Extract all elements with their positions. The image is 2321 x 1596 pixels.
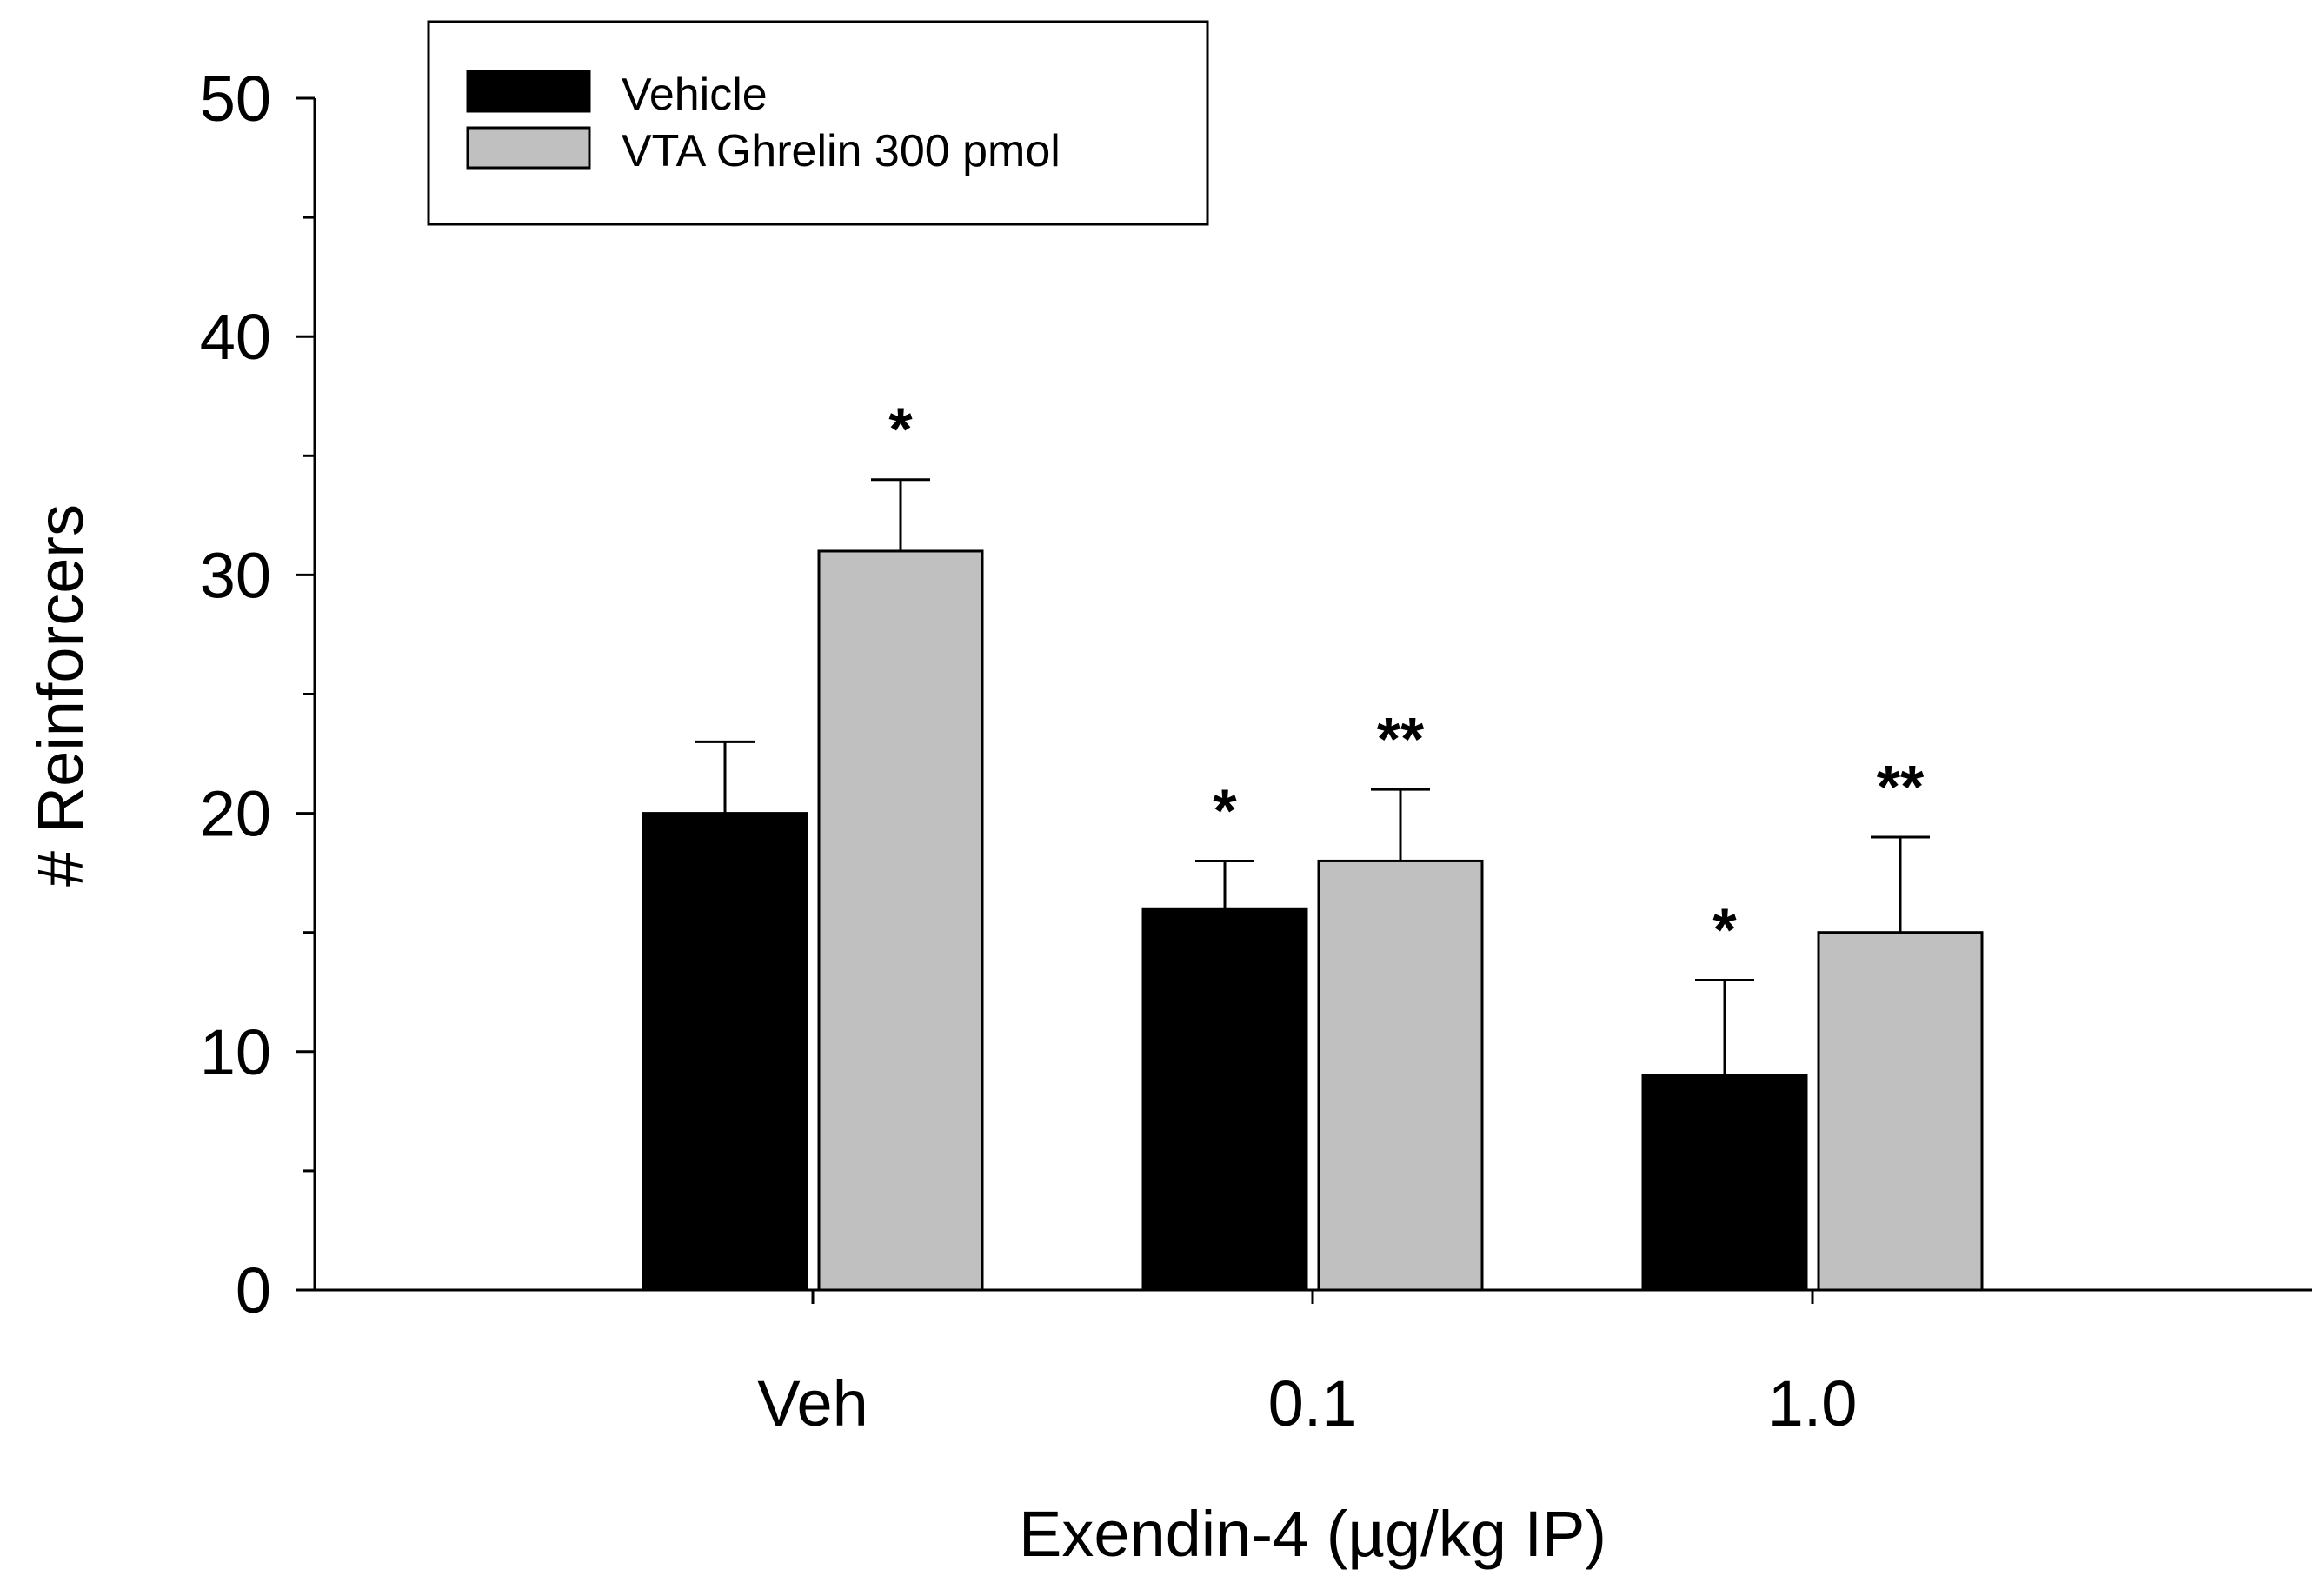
bars: ******* <box>642 396 1984 1292</box>
bar <box>642 812 808 1292</box>
y-tick-label: 0 <box>236 1254 271 1327</box>
x-axis: Veh 0.1 1.0 <box>315 1288 2312 1440</box>
bar <box>1317 859 1484 1292</box>
x-axis-title: Exendin-4 (µg/kg IP) <box>1019 1498 1606 1570</box>
bar <box>1641 1074 1808 1292</box>
y-tick-label: 30 <box>200 539 271 611</box>
legend-box <box>427 20 1209 226</box>
y-axis-title: # Reinforcers <box>24 504 96 887</box>
x-tick-label: 0.1 <box>1268 1367 1358 1440</box>
x-tick-label: 1.0 <box>1768 1367 1858 1440</box>
bar <box>1817 931 1984 1292</box>
significance-label: * <box>1712 896 1737 964</box>
bar <box>817 549 984 1292</box>
significance-label: ** <box>1377 705 1425 773</box>
legend: Vehicle VTA Ghrelin 300 pmol <box>427 20 1209 226</box>
y-tick-label: 20 <box>200 778 271 850</box>
significance-label: * <box>1213 776 1237 844</box>
y-tick-label: 40 <box>200 301 271 373</box>
legend-swatch <box>466 126 591 170</box>
y-tick-label: 50 <box>200 63 271 135</box>
y-axis: 0 10 20 30 40 50 <box>200 63 316 1327</box>
legend-label: VTA Ghrelin 300 pmol <box>622 126 1061 176</box>
y-tick-label: 10 <box>200 1016 271 1088</box>
bar <box>1141 907 1308 1292</box>
significance-label: ** <box>1877 753 1925 821</box>
legend-swatch <box>466 70 591 113</box>
legend-label: Vehicle <box>622 70 768 120</box>
x-tick-label: Veh <box>757 1367 868 1440</box>
significance-label: * <box>888 396 913 463</box>
